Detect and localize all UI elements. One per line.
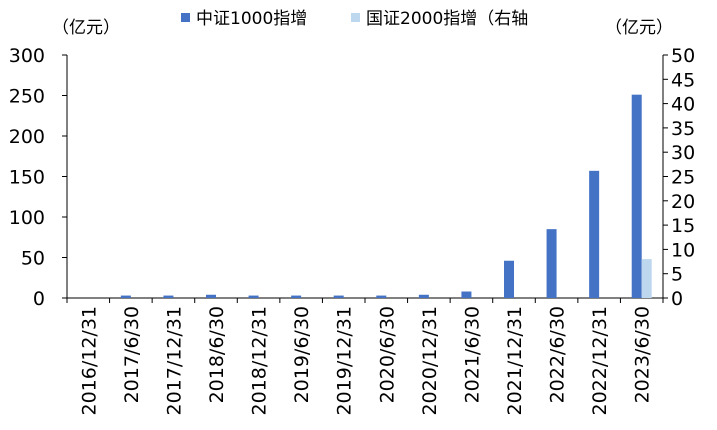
bar-series-1 xyxy=(504,260,514,298)
x-tick-label: 2023/6/30 xyxy=(632,306,654,403)
bar-series-1 xyxy=(461,291,472,298)
left-y-tick-label: 200 xyxy=(9,126,45,148)
right-y-tick-label: 15 xyxy=(671,215,695,237)
bar-series-1 xyxy=(376,295,387,298)
x-tick-label: 2017/6/30 xyxy=(121,306,143,403)
x-tick-label: 2021/6/30 xyxy=(461,306,483,403)
right-y-tick-label: 35 xyxy=(671,118,695,140)
x-tick-label: 2020/6/30 xyxy=(376,306,398,403)
x-tick-label: 2018/12/31 xyxy=(249,306,271,416)
legend-label-series-1: 中证1000指增 xyxy=(196,9,307,29)
x-tick-label: 2022/12/31 xyxy=(589,306,611,416)
x-tick-label: 2019/12/31 xyxy=(334,306,356,416)
bar-series-1 xyxy=(418,294,429,298)
left-y-tick-label: 0 xyxy=(33,288,45,310)
x-ticks xyxy=(66,298,664,303)
left-y-tick-label: 100 xyxy=(9,207,45,229)
x-tick-label: 2019/6/30 xyxy=(291,306,313,403)
legend-swatch-series-2 xyxy=(351,13,360,22)
right-y-tick-label: 10 xyxy=(671,239,695,261)
x-tick-label: 2018/6/30 xyxy=(206,306,228,403)
bars xyxy=(120,94,652,298)
left-axis-unit-label: （亿元） xyxy=(52,18,120,38)
right-y-tick-label: 50 xyxy=(671,45,695,67)
x-tick-labels: 2016/12/31 2017/6/30 2017/12/31 2018/6/30 20… xyxy=(78,306,653,416)
bar-series-1 xyxy=(163,295,174,298)
bar-series-1 xyxy=(589,170,600,298)
right-y-tick-label: 40 xyxy=(671,94,695,116)
bar-series-1 xyxy=(120,295,131,298)
left-y-tick-label: 150 xyxy=(9,167,45,189)
bar-series-1 xyxy=(631,94,642,298)
legend-label-series-2: 国证2000指增（右轴 xyxy=(366,9,528,29)
x-tick-label: 2021/12/31 xyxy=(504,306,526,416)
x-tick-label: 2020/12/31 xyxy=(419,306,441,416)
bar-series-1 xyxy=(206,294,216,298)
left-y-ticks: 0 50 100 150 200 250 300 xyxy=(9,45,67,310)
right-y-tick-label: 25 xyxy=(671,167,695,189)
legend: 中证1000指增 国证2000指增（右轴 xyxy=(181,9,528,29)
right-y-tick-label: 5 xyxy=(671,264,683,286)
legend-swatch-series-1 xyxy=(181,13,190,22)
right-y-tick-label: 30 xyxy=(671,142,695,164)
left-y-tick-label: 300 xyxy=(9,45,45,67)
bar-series-1 xyxy=(333,295,344,298)
x-tick-label: 2017/12/31 xyxy=(163,306,185,416)
right-y-tick-label: 45 xyxy=(671,69,695,91)
bar-series-1 xyxy=(546,229,557,298)
bar-series-1 xyxy=(248,295,259,298)
bar-series-1 xyxy=(291,295,302,298)
left-y-tick-label: 50 xyxy=(21,248,45,270)
left-y-tick-label: 250 xyxy=(9,86,45,108)
x-tick-label: 2022/6/30 xyxy=(547,306,569,403)
right-axis-unit-label: （亿元） xyxy=(605,18,673,38)
bar-series-2 xyxy=(641,259,652,298)
right-y-tick-label: 0 xyxy=(671,288,683,310)
x-tick-label: 2016/12/31 xyxy=(78,306,100,416)
right-y-tick-label: 20 xyxy=(671,191,695,213)
